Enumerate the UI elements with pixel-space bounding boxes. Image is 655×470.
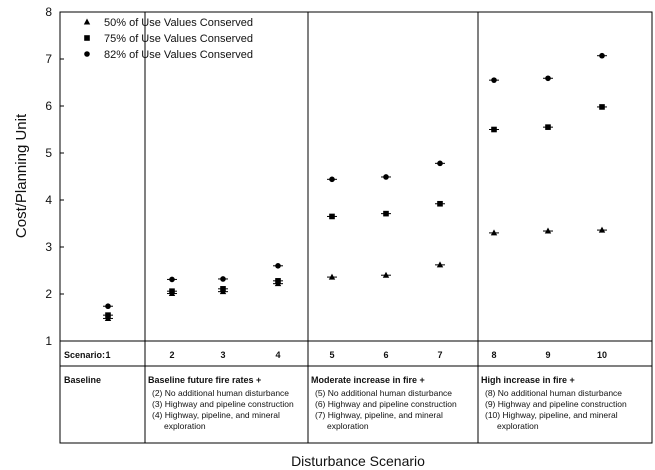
group-item: exploration [497, 421, 539, 431]
y-tick-label: 5 [45, 146, 52, 160]
scenario-number: 2 [169, 350, 174, 360]
point-square [491, 126, 497, 133]
scenario-number: 5 [329, 350, 334, 360]
point-circle [437, 160, 443, 167]
group-item: (6) Highway and pipeline construction [315, 399, 457, 409]
y-tick-label: 4 [45, 193, 52, 207]
group-title: Baseline [64, 375, 101, 385]
y-tick-label: 8 [45, 5, 52, 19]
point-square [220, 286, 226, 292]
point-circle [220, 276, 226, 282]
scenario-number: 9 [545, 350, 550, 360]
group-item: exploration [164, 421, 206, 431]
legend-marker-circle [84, 51, 90, 57]
group-item: (4) Highway, pipeline, and mineral [152, 410, 280, 420]
scenario-number: 3 [220, 350, 225, 360]
point-circle [545, 75, 551, 82]
scenario-number: 10 [597, 350, 607, 360]
y-tick-label: 1 [45, 334, 52, 348]
legend-label: 82% of Use Values Conserved [104, 49, 253, 61]
data-points [103, 52, 607, 321]
point-square [105, 312, 111, 318]
scenario-number: 4 [275, 350, 280, 360]
point-triangle [598, 226, 606, 233]
scenario-row-label: Scenario: [64, 350, 105, 360]
group-item: (2) No additional human disturbance [152, 388, 289, 398]
point-square [169, 288, 175, 294]
y-tick-label: 3 [45, 240, 52, 254]
point-triangle [544, 227, 552, 234]
y-tick-label: 7 [45, 52, 52, 66]
scenario-row: Scenario: 1 2 3 4 5 6 7 8 9 10 [64, 350, 607, 360]
group-item: exploration [327, 421, 369, 431]
point-circle [491, 77, 497, 83]
scenario-number: 8 [491, 350, 496, 360]
point-circle [329, 176, 335, 183]
point-square [329, 213, 335, 220]
group-title: High increase in fire + [481, 375, 575, 385]
legend-marker-square [84, 35, 90, 41]
legend-label: 50% of Use Values Conserved [104, 17, 253, 29]
point-square [545, 124, 551, 130]
y-axis-label: Cost/Planning Unit [13, 113, 30, 238]
point-circle [169, 276, 175, 283]
point-square [275, 278, 281, 284]
group-item: (9) Highway and pipeline construction [485, 399, 627, 409]
x-axis-label: Disturbance Scenario [291, 453, 425, 469]
legend-marker-triangle [83, 18, 91, 25]
y-tick-label: 6 [45, 99, 52, 113]
scenario-groups: Baseline Baseline future fire rates + (2) … [64, 375, 627, 431]
plot-border [59, 11, 653, 444]
point-circle [599, 52, 605, 59]
y-axis: 1 2 3 4 5 6 7 8 [45, 5, 64, 348]
point-square [599, 104, 605, 110]
group-item: (10) Highway, pipeline, and mineral [485, 410, 618, 420]
group-item: (5) No additional human disturbance [315, 388, 452, 398]
point-circle [275, 263, 281, 269]
y-tick-label: 2 [45, 287, 52, 301]
legend-label: 75% of Use Values Conserved [104, 33, 253, 45]
scenario-number: 1 [105, 350, 110, 360]
point-triangle [382, 271, 390, 278]
point-triangle [436, 261, 444, 268]
point-square [437, 200, 443, 207]
group-title: Baseline future fire rates + [148, 375, 261, 385]
point-triangle [328, 273, 336, 280]
scenario-number: 7 [437, 350, 442, 360]
legend: 50% of Use Values Conserved 75% of Use Va… [83, 17, 253, 61]
scenario-number: 6 [383, 350, 388, 360]
point-triangle [490, 229, 498, 236]
chart-frame [59, 11, 653, 444]
group-item: (7) Highway, pipeline, and mineral [315, 410, 443, 420]
point-circle [105, 303, 111, 310]
group-item: (8) No additional human disturbance [485, 388, 622, 398]
group-item: (3) Highway and pipeline construction [152, 399, 294, 409]
point-square [383, 210, 389, 217]
group-title: Moderate increase in fire + [311, 375, 425, 385]
point-circle [383, 174, 389, 180]
